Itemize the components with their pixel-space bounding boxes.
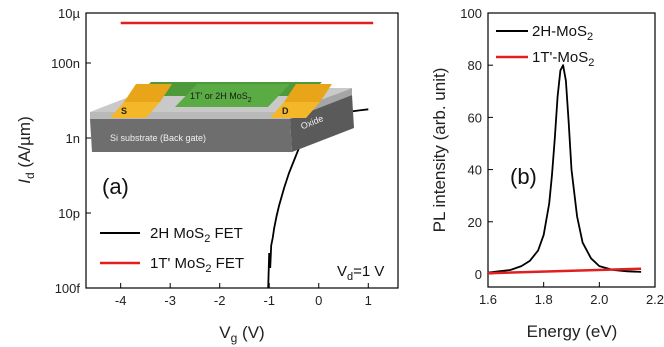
- y-tick-label-a: 10µ: [58, 6, 80, 21]
- legend-label-1t-fet: 1T' MoS2 FET: [150, 255, 244, 275]
- x-tick-label-a: -1: [263, 293, 275, 308]
- legend-label-1t: 1T'-MoS2: [532, 49, 594, 69]
- series-group-a: [120, 21, 374, 289]
- plot-frame-a: [85, 12, 399, 289]
- y-tick-label-b: 80: [468, 58, 482, 73]
- x-tick-label-a: -3: [164, 293, 176, 308]
- legend-b: 2H-MoS2 1T'-MoS2: [496, 23, 594, 69]
- panel-label-b: (b): [510, 164, 537, 189]
- y-tick-label-a: 1n: [66, 131, 80, 146]
- y-axis-label-b: PL intensity (arb. unit): [430, 68, 449, 233]
- source-arm: [124, 84, 172, 102]
- panel-label-a: (a): [102, 174, 129, 199]
- x-axis-label-a: Vg (V): [219, 323, 264, 345]
- panel-b: 1.6 1.8 2.0 2.2 0 20 40 60 80 100 PL intensity (a…: [430, 6, 664, 341]
- legend-a: 2H MoS2 FET 1T' MoS2 FET: [100, 225, 244, 275]
- series-line-b-0: [487, 64, 642, 274]
- channel-label: 1T' or 2H MoS2: [190, 91, 252, 104]
- drain-contact: [270, 102, 320, 118]
- legend-label-2h-fet: 2H MoS2 FET: [150, 225, 243, 245]
- drain-arm: [284, 84, 332, 102]
- x-tick-label-a: 1: [365, 293, 372, 308]
- y-axis-label-a: Id (A/µm): [15, 116, 37, 184]
- annotation-vd: Vd=1 V: [337, 263, 384, 283]
- x-tick-label-b: 2.2: [646, 292, 664, 307]
- x-tick-label-b: 1.8: [535, 292, 553, 307]
- x-tick-label-a: -2: [214, 293, 226, 308]
- x-tick-label-b: 2.0: [590, 292, 608, 307]
- y-tick-label-b: 0: [475, 267, 482, 282]
- y-tick-label-a: 100f: [55, 281, 81, 296]
- drain-label: D: [282, 106, 289, 116]
- series-group-b: [487, 64, 642, 275]
- x-tick-label-b: 1.6: [479, 292, 497, 307]
- x-axis-label-b: Energy (eV): [527, 322, 618, 341]
- channel-center: [175, 84, 290, 107]
- device-inset: S D 1T' or 2H MoS2 Oxide Si substrate (B…: [90, 82, 354, 152]
- y-tick-label-a: 100n: [51, 56, 80, 71]
- source-label: S: [121, 106, 127, 116]
- y-tick-label-b: 100: [460, 6, 482, 21]
- x-tick-label-a: 0: [315, 293, 322, 308]
- substrate-label: Si substrate (Back gate): [110, 133, 206, 143]
- x-tick-label-a: -4: [115, 293, 127, 308]
- y-tick-label-a: 10p: [58, 206, 80, 221]
- legend-label-2h: 2H-MoS2: [532, 23, 593, 43]
- axis-ticks-a: -4 -3 -2 -1 0 1 100f 10p 1n 100n 10µ: [51, 6, 372, 308]
- axis-ticks-b: 1.6 1.8 2.0 2.2 0 20 40 60 80 100: [460, 6, 664, 307]
- y-tick-label-b: 60: [468, 110, 482, 125]
- y-tick-label-b: 40: [468, 163, 482, 178]
- plot-frame-b: [487, 12, 656, 288]
- series-line-b-1: [487, 267, 642, 275]
- y-tick-label-b: 20: [468, 215, 482, 230]
- source-contact: [110, 102, 160, 118]
- substrate-side: [290, 95, 354, 152]
- substrate-front: [90, 119, 292, 152]
- panel-a: -4 -3 -2 -1 0 1 100f 10p 1n 100n 10µ Id (A/µm) Vg …: [15, 6, 399, 345]
